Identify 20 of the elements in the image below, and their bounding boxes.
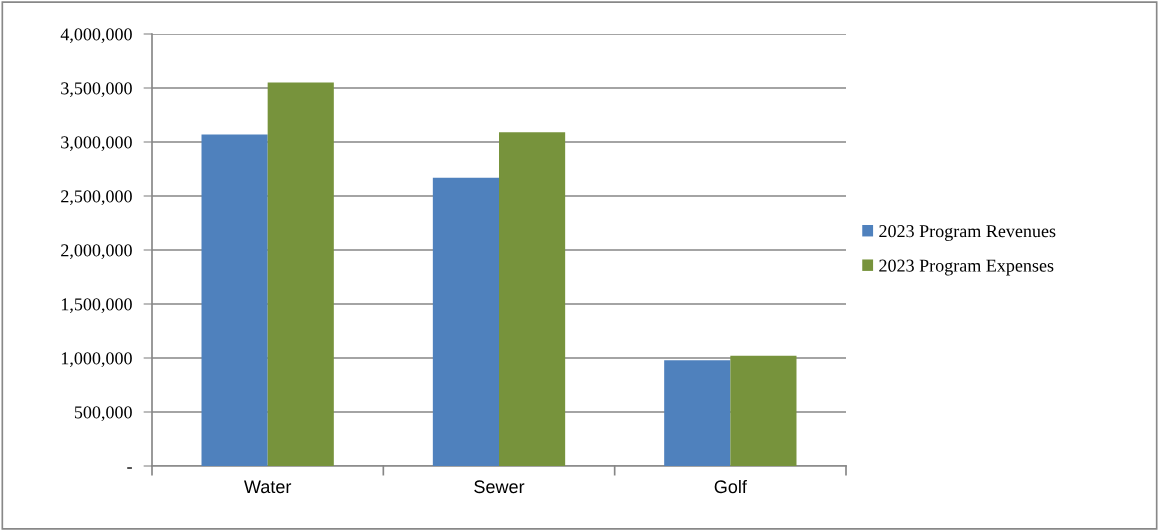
y-tick-label: 2,500,000: [61, 190, 132, 206]
bar: [730, 355, 797, 466]
bar: [201, 134, 268, 466]
y-tick-label: 2,000,000: [61, 244, 132, 260]
bar: [432, 177, 499, 466]
x-tick-label: Sewer: [474, 480, 525, 494]
bar: [267, 82, 334, 466]
bar: [499, 132, 566, 466]
y-tick-label: 3,000,000: [61, 136, 132, 152]
x-tick-label: Golf: [714, 479, 747, 494]
y-tick-label: 1,500,000: [61, 298, 132, 314]
y-tick-label: 1,000,000: [61, 352, 132, 368]
y-tick-label: 4,000,000: [60, 28, 132, 44]
y-tick-label: 500,000: [74, 406, 132, 422]
x-tick-label: Water: [244, 480, 292, 494]
y-tick-label: -: [127, 467, 132, 469]
bar: [664, 360, 731, 466]
legend-label: 2023 Program Expenses: [879, 259, 1054, 276]
y-tick-label: 3,500,000: [61, 82, 132, 98]
legend-label: 2023 Program Revenues: [879, 225, 1056, 241]
